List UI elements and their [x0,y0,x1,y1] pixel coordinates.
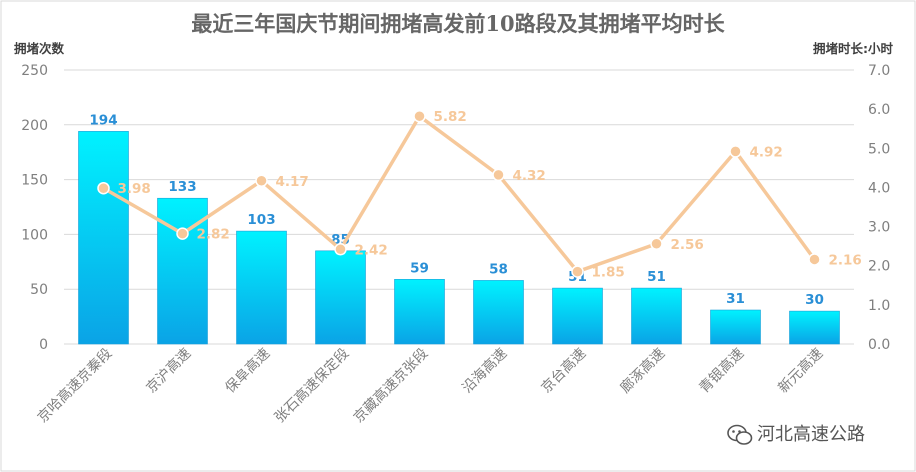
bar-value-label: 51 [647,269,666,285]
bar-value-label: 59 [410,260,429,276]
right-tick-label: 2.0 [868,259,890,275]
chart-title: 最近三年国庆节期间拥堵高发前10路段及其拥堵平均时长 [191,11,725,36]
right-tick-label: 3.0 [868,220,890,236]
left-tick-label: 50 [30,282,48,298]
bar [473,280,524,345]
line-value-label: 2.56 [671,237,704,253]
left-tick-label: 200 [21,118,48,134]
line-point [176,227,189,240]
line-value-label: 3.98 [118,181,151,197]
right-tick-label: 0.0 [868,337,890,353]
line-point [97,181,110,195]
bar [552,287,603,345]
bar-series: 19413310385595851513130 [78,112,840,345]
bar [78,131,129,345]
right-tick-label: 7.0 [868,63,890,79]
line-value-label: 5.82 [434,109,467,125]
line-value-label: 2.82 [197,227,230,243]
bar [315,250,366,345]
line-point [413,109,426,123]
bar-value-label: 30 [805,292,824,308]
bar-value-label: 31 [726,291,745,307]
bar [710,309,761,345]
line-point [808,253,821,266]
left-tick-label: 100 [21,227,48,243]
line-value-label: 2.16 [829,252,862,268]
line-point [650,237,663,251]
right-tick-label: 4.0 [868,180,890,196]
left-tick-label: 0 [39,337,48,353]
right-tick-label: 5.0 [868,141,890,157]
bar [394,279,445,345]
bar [789,310,840,345]
line-value-label: 2.42 [355,242,388,258]
bar [631,287,682,345]
duration-line [102,114,816,274]
line-value-label: 4.92 [750,144,783,160]
line-point [492,168,505,182]
watermark-text: 河北高速公路 [757,424,865,445]
line-value-label: 4.17 [276,174,309,190]
right-tick-label: 1.0 [868,298,890,314]
wechat-icon [727,424,753,445]
line-series: 3.98 2.82 4.17 2.42 5.82 4.32 1.85 2.56 4.92 2.16 [97,109,862,281]
watermark: 河北高速公路 [727,424,865,445]
line-value-label: 4.32 [513,168,546,184]
right-axis-ticks: 0.0 1.0 2.0 3.0 4.0 5.0 6.0 7.0 [868,63,890,353]
left-axis-title: 拥堵次数 [14,41,65,56]
right-tick-label: 6.0 [868,102,890,118]
line-point [571,265,584,278]
bar-value-label: 58 [489,261,508,277]
bar [236,230,287,345]
line-point [334,243,347,256]
left-tick-label: 250 [21,63,48,79]
bar-value-label: 133 [168,179,196,195]
line-point [255,174,268,188]
left-axis-ticks: 0 50 100 150 200 250 [21,63,48,353]
left-tick-label: 150 [21,173,48,189]
line-value-label: 1.85 [592,265,625,281]
bar-value-label: 103 [247,212,275,228]
right-axis-title: 拥堵时长:小时 [813,41,893,56]
bar-value-label: 194 [89,112,117,128]
line-point [729,145,742,158]
